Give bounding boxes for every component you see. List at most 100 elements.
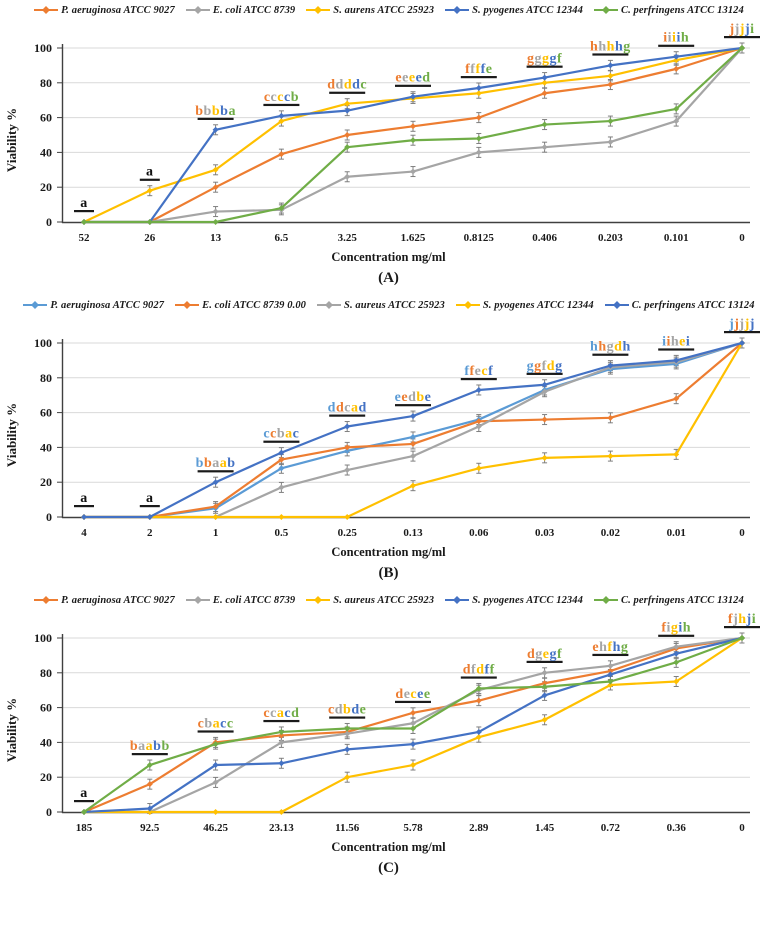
series-marker-4 bbox=[278, 205, 285, 212]
legend-marker-icon bbox=[306, 596, 331, 604]
x-tick-label: 0 bbox=[739, 232, 745, 244]
annotation-letters: iihei bbox=[662, 334, 690, 349]
series-marker-1 bbox=[475, 149, 482, 156]
series-marker-2 bbox=[541, 79, 548, 86]
annotation-underline bbox=[74, 210, 94, 213]
legend-label: S. aureus ATCC 25923 bbox=[333, 594, 435, 606]
series-marker-1 bbox=[278, 739, 285, 746]
plot-C: Viability % 0 20 40 60 80 100 185 92.5 46.25 23.1… bbox=[4, 612, 760, 834]
y-tick-label: 40 bbox=[40, 440, 52, 454]
annotation-letters: figih bbox=[661, 621, 691, 636]
legend-diamond bbox=[453, 6, 462, 14]
plot-A: Viability % 0 20 40 60 80 100 52 26 13 6.5 3.25 1.6… bbox=[4, 22, 760, 244]
annotation-underline bbox=[460, 377, 497, 381]
x-tick-label: 52 bbox=[79, 232, 91, 244]
series-marker-2 bbox=[607, 72, 614, 79]
legend-marker-icon bbox=[306, 6, 331, 14]
series-marker-4 bbox=[541, 121, 548, 128]
legend-item-4: C. perfringens ATCC 13124 bbox=[604, 300, 755, 311]
x-tick-label: 0 bbox=[739, 822, 745, 834]
y-tick-label: 60 bbox=[40, 406, 52, 420]
series-marker-4 bbox=[739, 635, 745, 641]
series-marker-4 bbox=[410, 413, 416, 420]
annotation-underline bbox=[139, 178, 160, 181]
x-tick-label: 23.13 bbox=[269, 822, 294, 834]
y-tick-label: 80 bbox=[40, 76, 52, 90]
series-marker-4 bbox=[673, 659, 680, 666]
x-tick-label: 3.25 bbox=[338, 232, 358, 244]
series-marker-3 bbox=[673, 650, 680, 657]
series-marker-3 bbox=[146, 805, 153, 812]
series-marker-3 bbox=[541, 454, 548, 461]
annotation-underline bbox=[658, 634, 695, 637]
annotation-underline bbox=[197, 117, 234, 120]
annotation-letters: hhhhg bbox=[590, 39, 631, 54]
annotation-underline bbox=[460, 76, 497, 79]
x-tick-label: 0.5 bbox=[275, 527, 289, 539]
series-marker-1 bbox=[541, 416, 548, 423]
legend-item-2: S. aureus ATCC 25923 bbox=[305, 595, 434, 606]
series-marker-3 bbox=[607, 671, 614, 678]
series-marker-2 bbox=[344, 100, 351, 107]
series-marker-4 bbox=[81, 219, 87, 225]
series-marker-1 bbox=[344, 730, 351, 737]
y-tick-label: 20 bbox=[40, 770, 52, 784]
series-marker-1 bbox=[410, 720, 416, 727]
series-marker-3 bbox=[673, 451, 680, 458]
legend-item-3: S. pyogenes ATCC 12344 bbox=[444, 595, 583, 606]
series-marker-0 bbox=[344, 447, 351, 454]
legend-item-4: C. perfringens ATCC 13124 bbox=[593, 595, 744, 606]
x-tick-label: 1.625 bbox=[401, 232, 426, 244]
series-marker-4 bbox=[739, 340, 745, 346]
series-marker-2 bbox=[607, 681, 614, 688]
y-tick-label: 0 bbox=[46, 510, 52, 524]
legend-marker-icon bbox=[593, 596, 618, 604]
y-tick-label: 100 bbox=[34, 336, 52, 350]
y-axis-label: Viability % bbox=[4, 698, 19, 762]
legend-marker-icon bbox=[604, 301, 629, 309]
series-marker-4 bbox=[475, 135, 482, 142]
legend-label: S. aureus ATCC 25923 bbox=[344, 299, 445, 311]
annotation-letters: bbbba bbox=[195, 104, 236, 119]
series-marker-4 bbox=[146, 762, 153, 769]
annotation-letters: cdbde bbox=[328, 702, 366, 717]
series-marker-4 bbox=[146, 514, 153, 520]
y-tick-label: 60 bbox=[40, 701, 52, 715]
legend-label: E. coli ATCC 8739 bbox=[212, 4, 296, 16]
x-tick-label: 92.5 bbox=[140, 822, 160, 834]
series-marker-0 bbox=[278, 151, 285, 158]
annotation-underline bbox=[74, 800, 94, 803]
legend-item-2: S. aureus ATCC 25923 bbox=[316, 300, 445, 311]
series-marker-3 bbox=[212, 762, 219, 769]
annotation-letters: ccacd bbox=[263, 706, 299, 721]
series-marker-1 bbox=[212, 779, 219, 786]
annotation-letters: decee bbox=[395, 687, 430, 702]
series-marker-2 bbox=[475, 734, 482, 741]
x-tick-label: 1 bbox=[213, 527, 219, 539]
series-marker-2 bbox=[673, 678, 680, 685]
legend-label: E. coli ATCC 8739 bbox=[212, 594, 296, 606]
legend-diamond bbox=[463, 301, 472, 309]
series-marker-4 bbox=[607, 678, 614, 685]
annotation-underline bbox=[329, 716, 366, 719]
series-marker-3 bbox=[278, 514, 285, 520]
series-marker-1 bbox=[607, 414, 614, 421]
series-marker-3 bbox=[344, 746, 351, 753]
annotation-underline bbox=[197, 470, 234, 473]
annotation-letters: ggggf bbox=[527, 52, 562, 67]
legend-diamond bbox=[42, 596, 51, 604]
annotation-letters: baabb bbox=[130, 739, 170, 754]
series-marker-2 bbox=[278, 118, 285, 125]
series-marker-4 bbox=[212, 741, 219, 748]
series-marker-4 bbox=[81, 514, 87, 520]
legend-marker-icon bbox=[185, 6, 210, 14]
annotation-underline bbox=[724, 626, 760, 629]
annotation-letters: ehfhg bbox=[592, 640, 628, 655]
x-tick-label: 46.25 bbox=[203, 822, 228, 834]
legend-label: E. coli ATCC 8739 0.00 bbox=[202, 299, 307, 311]
series-marker-4 bbox=[410, 725, 416, 732]
series-marker-3 bbox=[475, 465, 482, 472]
series-marker-0 bbox=[146, 781, 153, 788]
annotation-underline bbox=[460, 676, 497, 679]
legend-item-1: E. coli ATCC 8739 bbox=[185, 595, 295, 606]
